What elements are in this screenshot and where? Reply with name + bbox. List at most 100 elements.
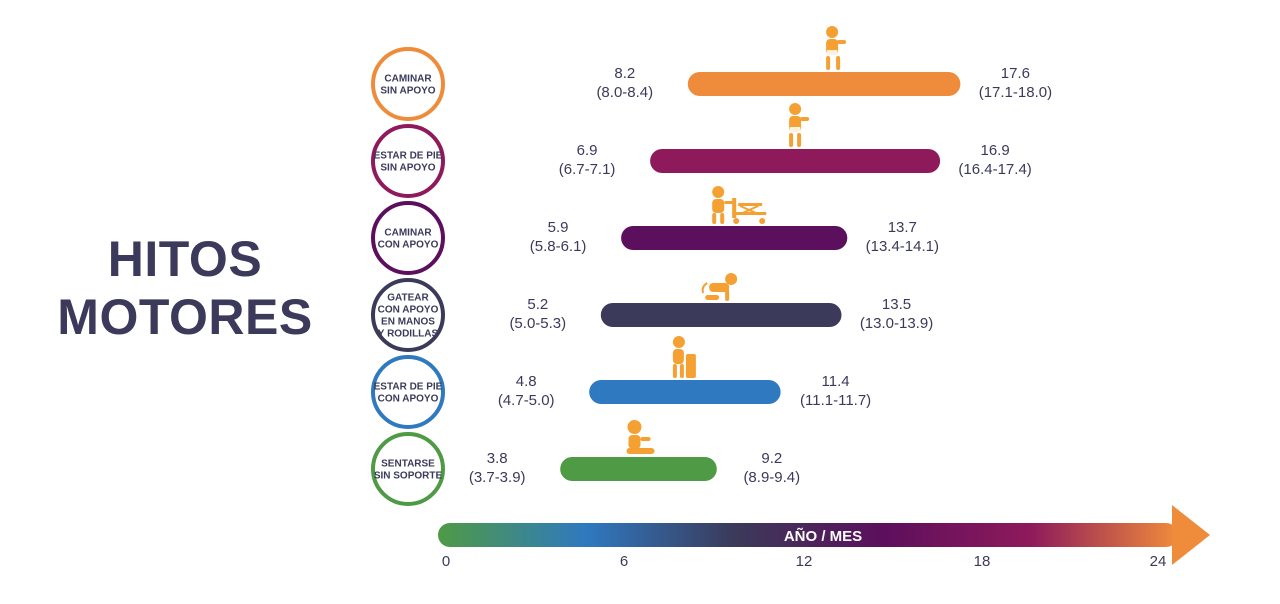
end-ci-label: (17.1-18.0) [979,84,1052,101]
axis-tick-label: 24 [1150,553,1167,570]
axis-tick-label: 6 [620,553,628,570]
end-ci-label: (11.1-11.7) [800,392,871,409]
range-bar [560,457,717,481]
axis-tick-label: 18 [974,553,991,570]
icon-arm [837,40,847,44]
sitting-baby-icon [626,420,655,454]
milestone-label: SIN SOPORTE [374,471,443,482]
icon-body [709,283,730,292]
icon-walker-rail [738,203,763,206]
icon-leg-right [836,56,841,70]
milestone-label: SIN APOYO [380,163,435,174]
icon-body [672,349,684,364]
icon-leg [705,295,720,300]
milestone-circle [371,47,445,121]
start-ci-label: (5.8-6.1) [530,238,587,255]
start-value-label: 8.2 [614,65,635,82]
axis-tick-label: 12 [796,553,813,570]
start-ci-label: (6.7-7.1) [559,161,616,178]
title-line-2: MOTORES [57,289,313,345]
milestone-circle [371,432,445,506]
icon-walker-handle [732,198,737,218]
start-ci-label: (8.0-8.4) [596,84,653,101]
icon-wheel-left [733,218,740,224]
end-value-label: 17.6 [1001,65,1030,82]
milestone-label: Y RODILLAS [378,329,439,340]
icon-walker-cross [739,205,759,215]
icon-leg-left [789,133,794,147]
milestone-circle [371,201,445,275]
icon-body [628,435,641,449]
end-value-label: 16.9 [980,142,1009,159]
end-ci-label: (13.0-13.9) [860,315,933,332]
start-ci-label: (3.7-3.9) [469,469,526,486]
range-bar [600,303,842,327]
milestone-label: CON APOYO [378,394,439,405]
icon-head [627,420,642,434]
baby-walker-icon [712,186,767,224]
milestone-label: GATEAR [387,293,429,304]
icon-leg-right [720,213,725,224]
start-value-label: 6.9 [577,142,598,159]
icon-support [685,354,696,378]
icon-leg-left [826,56,831,70]
icon-diaper [789,127,801,135]
end-value-label: 9.2 [761,450,782,467]
milestone-circle [371,278,445,352]
icon-arm [725,289,730,301]
start-value-label: 5.9 [548,219,569,236]
icon-arm [800,117,810,121]
icon-head [826,26,839,38]
icon-legs [626,448,655,454]
icon-leg-left [672,364,677,378]
axis-label: AÑO / MES [784,527,862,545]
start-value-label: 3.8 [487,450,508,467]
range-bar [650,149,941,173]
icon-leg-right [679,364,684,378]
title-line-1: HITOS [107,231,263,287]
icon-wheel-right [759,218,766,224]
milestone-label: CAMINAR [384,228,432,239]
icon-arm [640,437,651,441]
milestone-label: SENTARSE [381,459,435,470]
crawling-baby-icon [701,273,738,301]
start-value-label: 5.2 [527,296,548,313]
end-value-label: 11.4 [822,373,850,390]
end-ci-label: (13.4-14.1) [866,238,939,255]
icon-head [725,273,738,285]
milestone-label: CON APOYO [378,305,439,316]
range-bar [621,226,848,250]
supported-standing-baby-icon [672,336,696,378]
walking-baby-icon [826,26,847,70]
icon-body [712,199,725,213]
icon-head [672,336,685,348]
end-ci-label: (8.9-9.4) [743,469,800,486]
end-ci-label: (16.4-17.4) [958,161,1031,178]
axis-arrow [1172,505,1210,565]
axis-tick-label: 0 [442,553,450,570]
icon-foot [701,282,708,294]
icon-arm [724,201,735,204]
range-bar [687,72,961,96]
start-ci-label: (4.7-5.0) [498,392,555,409]
milestone-label: SIN APOYO [380,86,435,97]
milestone-circle [371,124,445,198]
icon-leg-left [712,213,717,224]
icon-diaper [826,50,838,58]
range-bar [589,380,781,404]
chart-title: HITOS MOTORES [40,230,330,346]
standing-baby-icon [789,103,810,147]
milestone-circle [371,355,445,429]
icon-head [712,186,725,198]
icon-walker-base [732,212,767,215]
milestone-label: ESTAR DE PIE [374,151,443,162]
axis-bar [438,523,1178,547]
end-value-label: 13.7 [888,219,917,236]
milestone-label: ESTAR DE PIE [374,382,443,393]
